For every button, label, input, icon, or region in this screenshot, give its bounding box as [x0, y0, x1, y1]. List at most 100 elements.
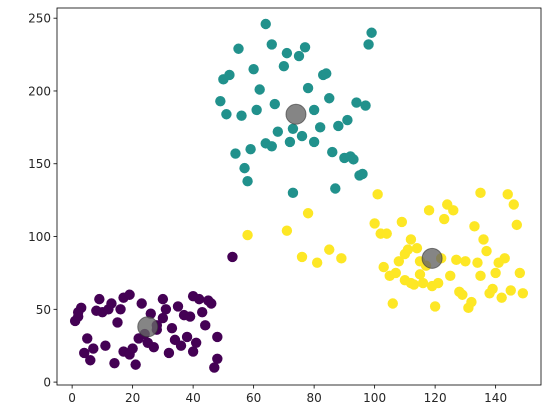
- data-point: [417, 277, 429, 289]
- data-point: [502, 189, 513, 200]
- data-point: [487, 283, 498, 295]
- data-point: [314, 122, 326, 133]
- data-point: [296, 130, 308, 142]
- data-point: [79, 347, 90, 359]
- data-point: [324, 93, 335, 104]
- data-point: [272, 126, 284, 137]
- data-point: [445, 270, 456, 282]
- data-point: [172, 301, 184, 312]
- data-point: [499, 253, 510, 264]
- data-point: [511, 219, 522, 231]
- data-point: [330, 183, 341, 194]
- y-tick-label: 200: [28, 84, 51, 98]
- data-point: [308, 136, 320, 148]
- data-point: [266, 141, 277, 152]
- data-point: [466, 296, 477, 308]
- data-point: [281, 47, 293, 59]
- centroid-point: [137, 316, 159, 338]
- data-point: [227, 251, 238, 263]
- data-point: [505, 285, 516, 296]
- x-tick-label: 120: [424, 391, 447, 405]
- data-point: [475, 270, 486, 282]
- data-point: [200, 320, 211, 331]
- data-point: [311, 257, 323, 268]
- y-tick-label: 150: [28, 157, 51, 171]
- data-point: [429, 301, 441, 312]
- data-point: [508, 199, 519, 210]
- data-point: [115, 304, 126, 315]
- data-point: [212, 353, 223, 364]
- y-axis-ticks: 0 50 100 150 200 250: [28, 12, 57, 390]
- data-point: [514, 267, 526, 279]
- data-point: [230, 148, 241, 159]
- data-point: [100, 340, 111, 351]
- data-point: [94, 293, 105, 305]
- data-point: [478, 234, 489, 245]
- data-point: [112, 317, 123, 328]
- data-point: [448, 205, 459, 216]
- data-point: [197, 307, 208, 318]
- data-point: [475, 187, 486, 199]
- data-point: [181, 331, 193, 343]
- data-point: [363, 39, 374, 50]
- data-point: [209, 362, 220, 373]
- data-point: [166, 323, 178, 334]
- data-point: [148, 341, 159, 353]
- data-point: [130, 359, 141, 370]
- data-point: [333, 120, 344, 132]
- data-point: [245, 143, 256, 155]
- data-point: [278, 61, 290, 72]
- data-point: [402, 244, 414, 255]
- data-point: [348, 154, 359, 165]
- data-point: [342, 114, 353, 126]
- data-point: [248, 63, 259, 75]
- data-point: [239, 162, 250, 174]
- data-point: [321, 68, 332, 79]
- data-point: [369, 218, 380, 229]
- data-point: [423, 205, 435, 216]
- data-point: [175, 340, 187, 351]
- data-point: [157, 293, 169, 305]
- data-point: [308, 104, 320, 116]
- data-point: [472, 257, 483, 268]
- data-points-group: [69, 18, 529, 373]
- data-point: [136, 298, 147, 309]
- data-point: [378, 261, 389, 273]
- data-point: [269, 98, 280, 110]
- data-point: [287, 187, 299, 199]
- data-point: [414, 269, 426, 280]
- y-tick-label: 100: [28, 230, 51, 244]
- data-point: [82, 333, 93, 344]
- data-point: [302, 82, 314, 94]
- data-point: [460, 256, 471, 267]
- y-tick-label: 0: [43, 376, 51, 390]
- data-point: [336, 253, 347, 264]
- data-point: [187, 346, 199, 357]
- data-point: [390, 267, 401, 279]
- data-point: [72, 307, 84, 318]
- data-point: [242, 176, 253, 187]
- data-point: [372, 189, 383, 200]
- data-point: [299, 42, 311, 53]
- data-point: [184, 311, 196, 322]
- data-point: [393, 256, 405, 267]
- data-point: [221, 109, 232, 120]
- data-point: [88, 343, 99, 354]
- data-point: [481, 245, 492, 257]
- data-point: [242, 229, 253, 241]
- data-point: [106, 298, 117, 309]
- data-point: [357, 168, 368, 180]
- data-point: [215, 95, 226, 107]
- data-point: [233, 43, 244, 54]
- data-point: [293, 50, 305, 62]
- data-point: [457, 289, 468, 300]
- x-tick-label: 20: [125, 391, 140, 405]
- data-point: [281, 225, 293, 236]
- data-point: [351, 97, 362, 108]
- data-point: [260, 18, 271, 30]
- data-point: [160, 304, 172, 315]
- data-point: [469, 221, 480, 232]
- data-point: [302, 208, 314, 219]
- data-point: [251, 104, 262, 116]
- data-point: [212, 331, 223, 343]
